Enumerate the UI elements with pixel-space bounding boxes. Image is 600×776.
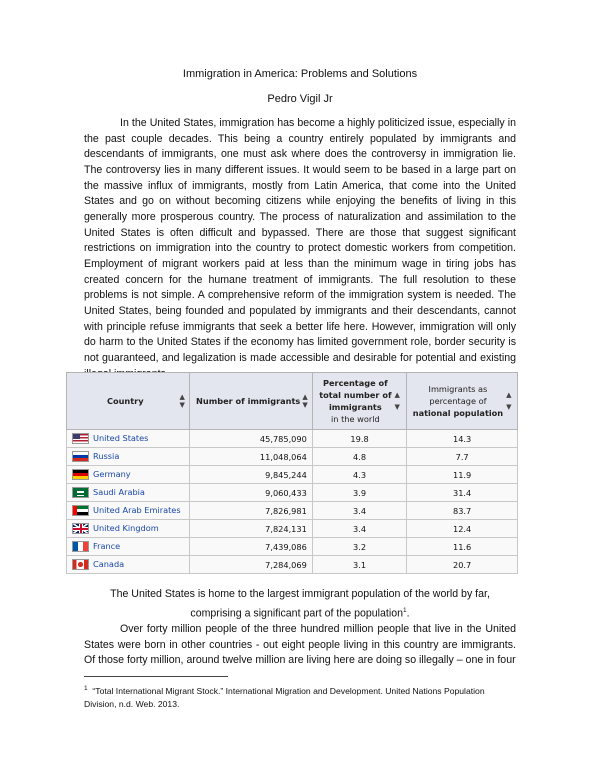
percent-cell: 19.8 [311,429,408,448]
national-cell: 12.4 [406,519,518,538]
number-cell: 9,845,244 [188,465,313,484]
country-name[interactable]: France [93,541,121,551]
country-cell[interactable]: Canada [66,555,190,574]
country-name[interactable]: Germany [93,469,131,479]
table-row: Russia 11,048,064 4.8 7.7 [66,447,518,466]
national-cell: 31.4 [406,483,518,502]
table-header-row: Country ▲ ▼ Number of immigrants ▲ ▼ [66,372,518,430]
percent-cell: 4.8 [311,447,408,466]
percent-cell: 3.4 [311,519,408,538]
country-name[interactable]: United States [93,433,149,443]
country-cell[interactable]: Germany [66,465,190,484]
national-cell: 7.7 [406,447,518,466]
header-number[interactable]: Number of immigrants ▲ ▼ [188,372,313,430]
country-name[interactable]: Russia [93,451,120,461]
uk-flag-icon [72,523,89,534]
country-cell[interactable]: Russia [66,447,190,466]
footnote-divider [84,676,228,677]
header-national-line2: percentage of [429,396,487,406]
us-flag-icon [72,433,89,444]
table-row: Germany 9,845,244 4.3 11.9 [66,465,518,484]
header-country-label: Country [106,396,144,406]
table-row: Canada 7,284,069 3.1 20.7 [66,555,518,574]
germany-flag-icon [72,469,89,480]
sort-icon[interactable]: ▲ ▼ [506,391,512,411]
national-cell: 14.3 [406,429,518,448]
number-cell: 45,785,090 [188,429,313,448]
number-cell: 7,439,086 [188,537,313,556]
number-cell: 9,060,433 [188,483,313,502]
percent-cell: 3.4 [311,501,408,520]
national-cell: 83.7 [406,501,518,520]
country-cell[interactable]: United Arab Emirates [66,501,190,520]
sort-icon[interactable]: ▲ ▼ [394,391,400,411]
national-cell: 11.6 [406,537,518,556]
caption-period: . [406,607,410,620]
footnote-ref[interactable]: 1 [403,606,407,614]
footnote-text: “Total International Migrant Stock.” Int… [84,685,485,709]
header-number-label: Number of immigrants [196,396,301,406]
table-caption: The United States is home to the largest… [84,587,516,622]
uae-flag-icon [72,505,89,516]
header-percent[interactable]: Percentage of total number of immigrants… [311,372,408,430]
header-percent-line2: total number of [319,390,392,400]
caption-text: The United States is home to the largest… [110,588,490,620]
number-cell: 7,284,069 [188,555,313,574]
country-cell[interactable]: Saudi Arabia [66,483,190,502]
national-cell: 20.7 [406,555,518,574]
header-country[interactable]: Country ▲ ▼ [66,372,190,430]
percent-cell: 3.9 [311,483,408,502]
russia-flag-icon [72,451,89,462]
header-percent-line4: in the world [331,414,380,424]
country-name[interactable]: United Arab Emirates [93,505,181,515]
country-name[interactable]: Saudi Arabia [93,487,145,497]
table-row: United States 45,785,090 19.8 14.3 [66,429,518,448]
country-cell[interactable]: United States [66,429,190,448]
country-name[interactable]: United Kingdom [93,523,159,533]
number-cell: 7,826,981 [188,501,313,520]
number-cell: 11,048,064 [188,447,313,466]
header-national-line1: Immigrants as [428,384,488,394]
table-row: United Arab Emirates 7,826,981 3.4 83.7 [66,501,518,520]
table-row: France 7,439,086 3.2 11.6 [66,537,518,556]
footnote-marker: 1 [84,685,88,692]
percent-cell: 4.3 [311,465,408,484]
table-row: United Kingdom 7,824,131 3.4 12.4 [66,519,518,538]
sort-icon[interactable]: ▲ ▼ [302,393,308,409]
header-percent-line3: immigrants [328,402,382,412]
number-cell: 7,824,131 [188,519,313,538]
saudi-arabia-flag-icon [72,487,89,498]
country-name[interactable]: Canada [93,559,125,569]
country-cell[interactable]: United Kingdom [66,519,190,538]
percent-cell: 3.2 [311,537,408,556]
canada-flag-icon [72,559,89,570]
france-flag-icon [72,541,89,552]
immigrant-table: Country ▲ ▼ Number of immigrants ▲ ▼ [66,372,518,574]
national-cell: 11.9 [406,465,518,484]
header-national[interactable]: Immigrants as percentage of national pop… [406,372,518,430]
sort-icon[interactable]: ▲ ▼ [179,393,185,409]
table-row: Saudi Arabia 9,060,433 3.9 31.4 [66,483,518,502]
header-percent-line1: Percentage of [322,378,388,388]
author-name: Pedro Vigil Jr [267,93,333,105]
percent-cell: 3.1 [311,555,408,574]
footnote: 1 “Total International Migrant Stock.” I… [84,682,516,711]
intro-paragraph: In the United States, immigration has be… [84,117,516,380]
document-title: Immigration in America: Problems and Sol… [182,68,418,80]
header-national-line3: national population [412,408,504,418]
country-cell[interactable]: France [66,537,190,556]
second-paragraph: Over forty million people of the three h… [84,623,516,667]
